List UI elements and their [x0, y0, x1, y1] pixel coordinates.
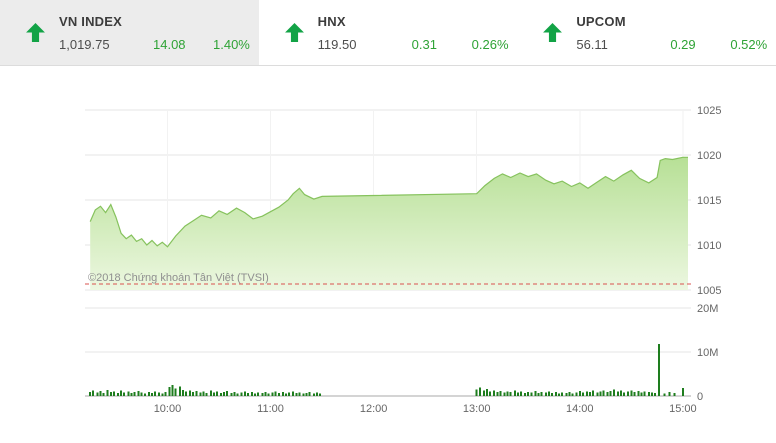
ticker-body: HNX 119.50 0.31 0.26% [318, 14, 509, 52]
index-change: 0.31 [411, 36, 437, 52]
index-name: VN INDEX [59, 13, 123, 29]
index-ticker-bar: VN INDEX 1,019.75 14.08 1.40% HNX 119.50… [0, 0, 776, 66]
index-name: UPCOM [576, 13, 626, 29]
volume-axis-label: 0 [697, 391, 703, 403]
price-axis-label: 1005 [697, 285, 721, 297]
index-name: HNX [317, 13, 346, 29]
time-axis-label: 14:00 [566, 403, 594, 415]
index-value: 119.50 [317, 36, 357, 52]
up-arrow-icon [25, 22, 46, 43]
index-values: 119.50 0.31 0.26% [318, 37, 509, 52]
up-arrow-icon [284, 22, 305, 43]
time-axis-label: 13:00 [463, 403, 491, 415]
time-axis-label: 12:00 [360, 403, 388, 415]
volume-axis-label: 20M [697, 303, 718, 315]
volume-bars [89, 344, 684, 396]
index-change-percent: 1.40% [213, 36, 250, 52]
volume-axis-label: 10M [697, 347, 718, 359]
index-change: 0.29 [670, 36, 696, 52]
index-value: 56.11 [576, 36, 608, 52]
time-axis-label: 11:00 [257, 403, 284, 415]
copyright-watermark: ©2018 Chứng khoán Tân Việt (TVSI) [88, 272, 269, 284]
time-axis-label: 15:00 [669, 403, 697, 415]
index-value: 1,019.75 [59, 36, 110, 52]
ticker-hnx[interactable]: HNX 119.50 0.31 0.26% [259, 0, 518, 65]
price-line-series [89, 156, 688, 248]
price-axis-label: 1010 [697, 240, 721, 252]
ticker-body: UPCOM 56.11 0.29 0.52% [576, 14, 767, 52]
time-axis-label: 10:00 [154, 403, 182, 415]
ticker-vn-index[interactable]: VN INDEX 1,019.75 14.08 1.40% [0, 0, 259, 65]
index-values: 56.11 0.29 0.52% [576, 37, 767, 52]
index-values: 1,019.75 14.08 1.40% [59, 37, 250, 52]
index-change-percent: 0.26% [471, 36, 509, 52]
index-change: 14.08 [153, 36, 186, 52]
price-volume-chart-canvas[interactable]: 1005 1010 1015 1020 1025 0 10M 20M 10:00 11:00 12:… [0, 66, 776, 443]
intraday-chart[interactable]: 1005 1010 1015 1020 1025 0 10M 20M 10:00 11:00 12:… [0, 66, 776, 443]
price-axis-label: 1020 [697, 150, 721, 162]
price-axis-label: 1015 [697, 195, 721, 207]
price-area-series [90, 157, 688, 290]
index-change-percent: 0.52% [730, 36, 768, 52]
time-axis-labels: 10:00 11:00 12:00 13:00 14:00 15:00 [154, 403, 697, 415]
price-axis-label: 1025 [697, 105, 721, 117]
ticker-body: VN INDEX 1,019.75 14.08 1.40% [59, 14, 250, 52]
up-arrow-icon [542, 22, 563, 43]
ticker-upcom[interactable]: UPCOM 56.11 0.29 0.52% [517, 0, 776, 65]
